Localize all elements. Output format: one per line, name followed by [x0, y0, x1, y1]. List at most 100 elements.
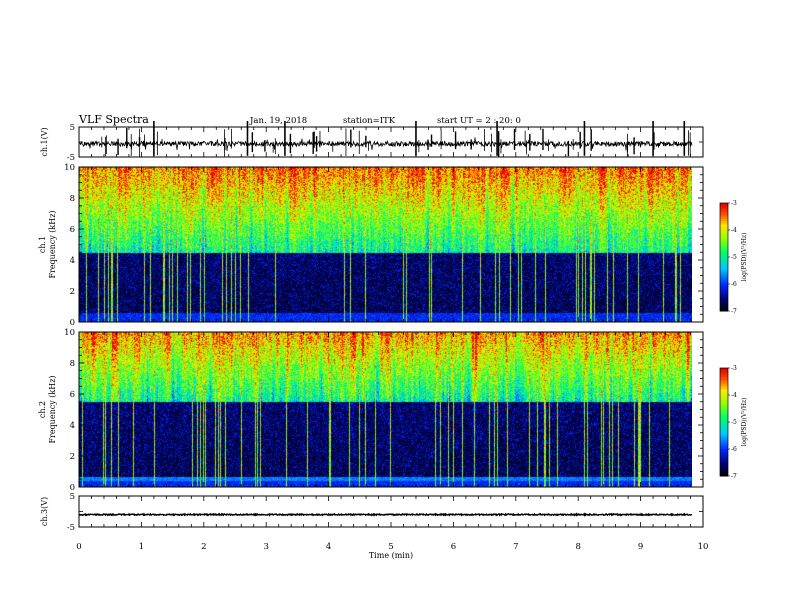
- colorbar-segment: [720, 436, 728, 439]
- ch2-colorbar: -3 -4 -5 -6 -7 log(PSD)(V²/Hz): [719, 365, 748, 480]
- y-tick-label: 6: [70, 225, 75, 235]
- colorbar-segment: [720, 395, 728, 398]
- colorbar-segment: [720, 416, 728, 419]
- colorbar-segment: [720, 266, 728, 269]
- y-tick-label: 0: [70, 318, 75, 328]
- colorbar-segment: [720, 215, 728, 218]
- colorbar-segment: [720, 431, 728, 434]
- colorbar-segment: [720, 434, 728, 437]
- colorbar-segment: [720, 294, 728, 298]
- colorbar-segment: [720, 262, 728, 265]
- colorbar-segment: [720, 287, 728, 290]
- colorbar-segment: [720, 429, 728, 432]
- colorbar-segment: [720, 307, 728, 310]
- colorbar-segment: [720, 474, 728, 477]
- colorbar-tick-label: -6: [731, 281, 737, 288]
- colorbar-segment: [720, 382, 728, 385]
- x-tick-label: 1: [139, 542, 144, 552]
- colorbar-segment: [720, 468, 728, 472]
- colorbar-segment: [720, 427, 728, 430]
- colorbar-segment: [720, 386, 728, 389]
- colorbar-segment: [720, 432, 728, 436]
- colorbar-segment: [720, 237, 728, 240]
- x-tick-label: 2: [201, 542, 206, 552]
- colorbar-segment: [720, 384, 728, 387]
- colorbar-segment: [720, 296, 728, 299]
- colorbar-segment: [720, 450, 728, 454]
- colorbar-segment: [720, 467, 728, 470]
- colorbar-segment: [720, 438, 728, 441]
- ch1-spectrogram-panel: 0 2 4 6 8 10 ch.1Frequency (kHz): [38, 163, 704, 328]
- colorbar-segment: [720, 253, 728, 256]
- colorbar-segment: [720, 377, 728, 380]
- colorbar-segment: [720, 246, 728, 249]
- colorbar-segment: [720, 472, 728, 475]
- colorbar-segment: [720, 235, 728, 238]
- colorbar-segment: [720, 255, 728, 258]
- colorbar-segment: [720, 278, 728, 281]
- colorbar-segment: [720, 418, 728, 421]
- x-axis-label: Time (min): [369, 551, 413, 560]
- figure-title: VLF Spectra: [78, 113, 149, 126]
- spectrogram-image: [79, 167, 692, 322]
- colorbar-segment: [720, 244, 728, 247]
- colorbar-segment: [720, 267, 728, 271]
- colorbar-segment: [720, 226, 728, 229]
- y-tick-label: 8: [70, 194, 75, 204]
- y-axis-label: ch.2Frequency (kHz): [38, 375, 57, 443]
- ch1-trace: [78, 137, 693, 151]
- colorbar-tick-label: -3: [731, 365, 737, 372]
- y-tick-label: 4: [70, 256, 75, 266]
- colorbar-segment: [720, 257, 728, 260]
- colorbar-segment: [720, 441, 728, 445]
- colorbar-segment: [720, 203, 728, 206]
- colorbar-segment: [720, 461, 728, 464]
- y-tick-label: 10: [64, 328, 75, 338]
- colorbar-segment: [720, 282, 728, 285]
- colorbar-segment: [720, 454, 728, 457]
- colorbar-label: log(PSD)(V²/Hz): [741, 233, 748, 282]
- colorbar-segment: [720, 273, 728, 276]
- colorbar-segment: [720, 425, 728, 428]
- header-date: Jan. 19, 2018: [249, 116, 307, 126]
- colorbar-segment: [720, 452, 728, 455]
- colorbar-segment: [720, 463, 728, 466]
- colorbar-segment: [720, 248, 728, 251]
- colorbar-segment: [720, 422, 728, 425]
- colorbar-segment: [720, 387, 728, 391]
- colorbar-segment: [720, 258, 728, 262]
- colorbar-tick-label: -7: [731, 473, 737, 480]
- colorbar-segment: [720, 449, 728, 452]
- colorbar-segment: [720, 275, 728, 278]
- colorbar-tick-label: -4: [731, 227, 737, 234]
- colorbar-segment: [720, 291, 728, 294]
- colorbar-segment: [720, 264, 728, 267]
- colorbar-segment: [720, 208, 728, 211]
- colorbar-segment: [720, 230, 728, 233]
- y-axis-label-line: ch.1: [38, 236, 47, 253]
- colorbar-segment: [720, 231, 728, 235]
- ch1-waveform-panel: 5 -5 ch.1(V): [40, 121, 704, 163]
- colorbar-segment: [720, 249, 728, 253]
- x-tick-label: 10: [698, 542, 709, 552]
- colorbar-segment: [720, 212, 728, 215]
- colorbar-segment: [720, 228, 728, 231]
- colorbar-segment: [720, 284, 728, 287]
- colorbar-segment: [720, 414, 728, 418]
- colorbar-segment: [720, 219, 728, 222]
- colorbar-segment: [720, 445, 728, 448]
- colorbar-segment: [720, 400, 728, 403]
- y-axis-label: ch.3(V): [40, 497, 49, 526]
- colorbar-tick-label: -4: [731, 392, 737, 399]
- colorbar-segment: [720, 423, 728, 427]
- colorbar-segment: [720, 239, 728, 242]
- colorbar-segment: [720, 240, 728, 244]
- y-tick-label: 2: [70, 452, 75, 462]
- y-tick-label: 5: [70, 123, 75, 133]
- x-tick-label: 4: [326, 542, 331, 552]
- x-tick-label: 5: [388, 542, 393, 552]
- colorbar-segment: [720, 298, 728, 301]
- y-tick-label: -5: [67, 523, 75, 533]
- y-tick-label: 10: [64, 163, 75, 173]
